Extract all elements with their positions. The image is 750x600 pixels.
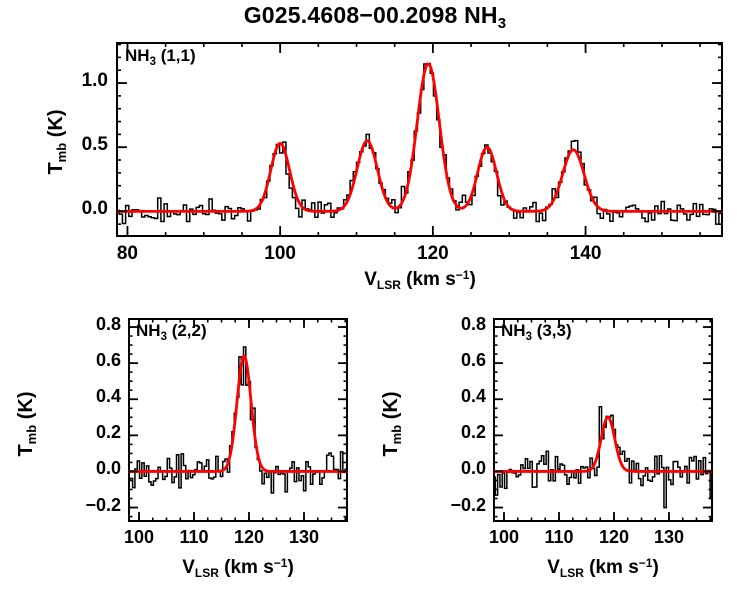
panel-nh3-22: NH3 (2,2) [128, 318, 348, 522]
ytick-label: 0.8 [460, 314, 486, 335]
ylabel-nh3-33: Tmb (K) [380, 391, 404, 457]
ytick-label: 0.4 [95, 386, 121, 407]
ylabel-nh3-22: Tmb (K) [15, 391, 39, 457]
ytick-label: −0.2 [450, 494, 486, 515]
xtick-label: 130 [288, 527, 320, 547]
ytick-label: 0.2 [460, 422, 486, 443]
ytick-label: 0.6 [95, 350, 121, 371]
ytick-label: 0.0 [460, 458, 486, 479]
xtick-label: 120 [233, 527, 265, 547]
panel-label-nh3-11: NH3 (1,1) [125, 46, 196, 68]
xtick-label: 100 [264, 243, 296, 264]
panel-label-nh3-33: NH3 (3,3) [501, 321, 572, 343]
ytick-label: 0.4 [460, 386, 486, 407]
plot-frame-nh3-22 [128, 318, 348, 522]
xtick-label: 120 [598, 527, 630, 547]
xtick-label: 100 [123, 527, 155, 547]
plot-canvas-nh3-11 [116, 42, 723, 237]
xtick-label: 100 [488, 527, 520, 547]
xtick-label: 140 [569, 243, 602, 264]
figure-title: G025.4608−00.2098 NH3 [0, 2, 750, 32]
ytick-label: 0.0 [95, 458, 121, 479]
panel-label-nh3-22: NH3 (2,2) [136, 321, 207, 343]
panel-nh3-11: NH3 (1,1) [116, 42, 723, 237]
xlabel-nh3-22: VLSR (km s−1) [182, 556, 294, 580]
ytick-label: −0.2 [85, 494, 121, 515]
xtick-label: 80 [116, 243, 138, 264]
figure-title-subscript: 3 [497, 15, 507, 32]
ytick-label: 0.8 [95, 314, 121, 335]
plot-frame-nh3-33 [493, 318, 713, 522]
plot-canvas-nh3-33 [493, 318, 713, 522]
panel-nh3-33: NH3 (3,3) [493, 318, 713, 522]
ytick-label: 0.5 [81, 134, 108, 156]
ylabel-nh3-11: Tmb (K) [45, 109, 69, 175]
xlabel-nh3-33: VLSR (km s−1) [547, 556, 659, 580]
xtick-label: 120 [417, 243, 449, 264]
xtick-label: 110 [179, 527, 209, 547]
ytick-label: 1.0 [81, 70, 108, 92]
ytick-label: 0.0 [81, 198, 108, 220]
figure-title-text: G025.4608−00.2098 NH [243, 2, 498, 28]
ytick-label: 0.2 [95, 422, 121, 443]
xlabel-nh3-11: VLSR (km s−1) [364, 268, 476, 292]
xtick-label: 130 [653, 527, 685, 547]
plot-frame-nh3-11 [116, 42, 723, 237]
plot-canvas-nh3-22 [128, 318, 348, 522]
xtick-label: 110 [544, 527, 574, 547]
ytick-label: 0.6 [460, 350, 486, 371]
